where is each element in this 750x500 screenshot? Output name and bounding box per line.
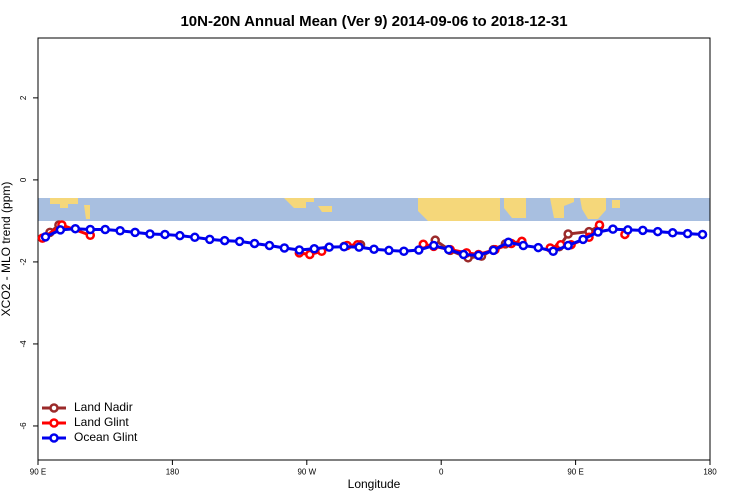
point bbox=[638, 225, 648, 236]
map-strip bbox=[38, 198, 710, 221]
point bbox=[548, 246, 558, 257]
point bbox=[160, 229, 170, 240]
point bbox=[667, 228, 678, 238]
point bbox=[697, 229, 708, 240]
legend-label: Land Nadir bbox=[74, 400, 133, 414]
point bbox=[384, 245, 394, 256]
point bbox=[623, 225, 633, 235]
x-tick-label: 90 W bbox=[297, 468, 316, 477]
point bbox=[563, 240, 573, 251]
point bbox=[309, 244, 320, 254]
point bbox=[354, 242, 364, 252]
x-tick-label: 180 bbox=[166, 468, 180, 477]
point bbox=[414, 245, 424, 255]
point bbox=[100, 224, 110, 235]
point bbox=[458, 249, 469, 260]
y-tick-label: 2 bbox=[19, 95, 28, 100]
point bbox=[145, 229, 155, 239]
point bbox=[305, 249, 315, 260]
point bbox=[175, 230, 185, 241]
point bbox=[204, 234, 215, 245]
x-tick-label: 180 bbox=[703, 468, 717, 477]
point bbox=[55, 225, 66, 235]
point bbox=[85, 224, 96, 235]
point bbox=[682, 228, 693, 239]
point bbox=[593, 227, 603, 237]
plot-frame bbox=[37, 37, 711, 461]
point bbox=[40, 232, 51, 242]
point bbox=[249, 238, 260, 249]
y-tick-label: 0 bbox=[19, 177, 28, 182]
map-ocean bbox=[38, 198, 710, 221]
point bbox=[130, 227, 140, 238]
x-tick-label: 90 E bbox=[567, 468, 583, 477]
point bbox=[115, 226, 125, 236]
map-land bbox=[50, 198, 620, 221]
legend-marker bbox=[49, 403, 59, 413]
point bbox=[488, 245, 499, 256]
point bbox=[70, 223, 81, 234]
legend-label: Land Glint bbox=[74, 415, 129, 429]
point bbox=[443, 244, 454, 255]
x-tick-label: 0 bbox=[439, 468, 444, 477]
legend-label: Ocean Glint bbox=[74, 430, 138, 444]
point bbox=[399, 246, 409, 257]
point bbox=[324, 242, 334, 252]
y-axis-label: XCO2 - MLO trend (ppm) bbox=[0, 182, 13, 317]
point bbox=[608, 224, 618, 234]
point bbox=[219, 235, 230, 246]
x-tick-label: 90 E bbox=[30, 468, 46, 477]
point bbox=[294, 245, 305, 255]
point bbox=[533, 242, 544, 253]
point bbox=[563, 229, 573, 239]
chart-title: 10N-20N Annual Mean (Ver 9) 2014-09-06 t… bbox=[180, 13, 567, 30]
point bbox=[503, 237, 514, 247]
legend-marker bbox=[49, 433, 59, 443]
point bbox=[339, 241, 349, 252]
point bbox=[578, 234, 588, 245]
point bbox=[428, 240, 439, 251]
point bbox=[279, 243, 290, 253]
point bbox=[473, 250, 484, 261]
legend-marker bbox=[49, 418, 59, 428]
point bbox=[518, 240, 529, 251]
point bbox=[652, 226, 663, 237]
point bbox=[369, 244, 379, 254]
y-tick-label: -4 bbox=[19, 340, 28, 348]
point bbox=[190, 232, 200, 243]
point bbox=[264, 240, 275, 251]
point bbox=[234, 236, 245, 247]
y-tick-label: -6 bbox=[19, 422, 28, 430]
x-axis-label: Longitude bbox=[348, 477, 401, 491]
y-tick-label: -2 bbox=[19, 258, 28, 266]
